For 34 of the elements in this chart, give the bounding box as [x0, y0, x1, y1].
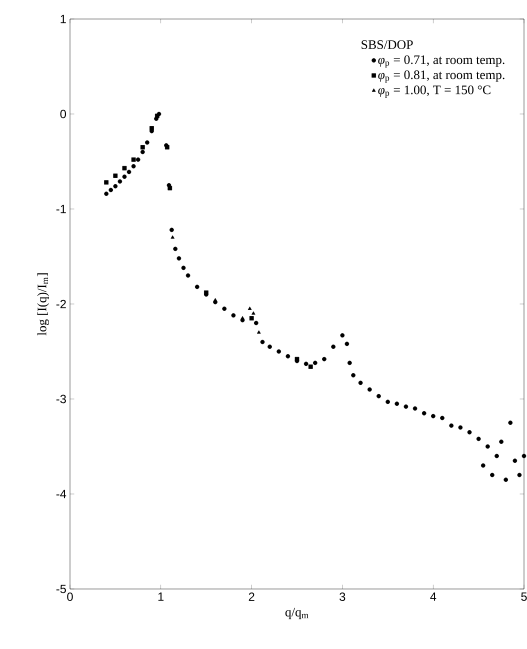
point: [249, 316, 254, 320]
x-tick-label: 0: [67, 592, 73, 601]
y-tick-label: -3: [56, 394, 66, 404]
x-tick-label: 2: [248, 592, 254, 601]
point: [131, 157, 136, 162]
y-tick-label: -5: [56, 584, 66, 594]
point: [140, 145, 145, 150]
y-tick-label: 0: [60, 110, 66, 118]
point: [213, 298, 218, 302]
point: [256, 330, 261, 334]
y-tick-label: -4: [56, 490, 66, 498]
legend-title: SBS/DOP: [362, 40, 413, 49]
point: [248, 306, 252, 310]
point: [170, 235, 175, 239]
point: [240, 316, 244, 320]
point: [308, 364, 313, 369]
y-tick-label: -1: [56, 204, 66, 214]
x-tick-label: 4: [430, 592, 436, 601]
point: [251, 311, 256, 315]
legend-label: φ$_{p}$ = 0.71, at room temp.: [378, 55, 504, 68]
y-tick-label: -2: [56, 300, 66, 308]
x-axis-title: q/q$_{m}$: [285, 608, 308, 620]
x-tick-label: 5: [521, 592, 527, 601]
point: [168, 186, 172, 190]
x-tick-label: 1: [158, 592, 164, 601]
point: [150, 126, 154, 130]
y-axis-title: log [I(q)/I$_{m}$]: [37, 273, 50, 336]
point: [122, 166, 127, 170]
legend-label: φ$_{p}$ = 0.81, at room temp.: [378, 70, 504, 83]
x-tick-label: 3: [340, 592, 346, 601]
point: [113, 174, 118, 178]
y-tick-label: 1: [60, 14, 66, 24]
point: [104, 180, 109, 185]
legend-label: φ$_{p}$ = 1.00, T = 150 °C: [378, 86, 490, 98]
